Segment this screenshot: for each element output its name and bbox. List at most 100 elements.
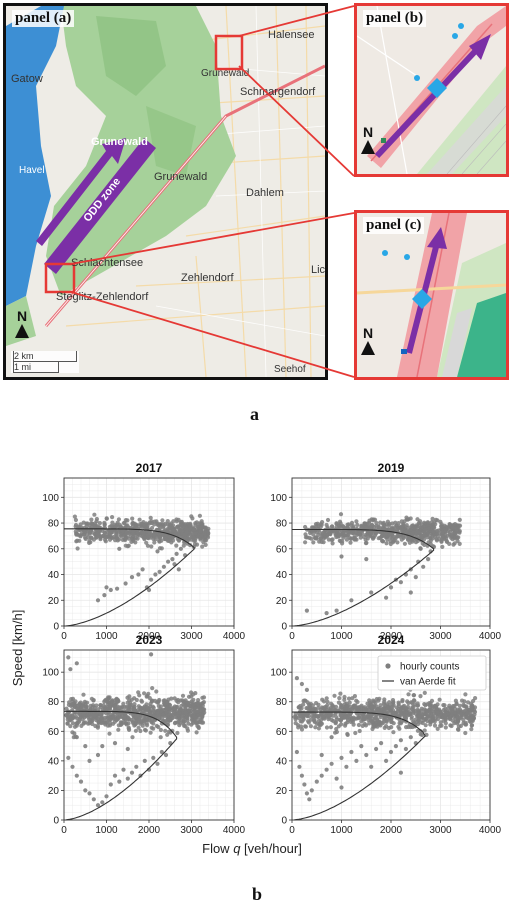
chart-2024-point — [462, 699, 467, 704]
chart-2017-point — [179, 522, 184, 527]
chart-2024-point — [364, 707, 369, 712]
chart-2024-point — [378, 703, 383, 708]
chart-2023-point — [150, 704, 155, 709]
chart-2017-point — [130, 520, 135, 525]
inset-b-north-icon — [361, 140, 375, 154]
chart-2023-point — [101, 707, 106, 712]
chart-2019-ytick-label: 100 — [270, 493, 287, 504]
chart-2019-point — [313, 535, 318, 540]
chart-2024-ytick-label: 80 — [276, 697, 288, 708]
chart-2019-point — [392, 538, 397, 543]
chart-2019-point — [455, 535, 460, 540]
chart-2023-point — [136, 725, 141, 730]
chart-2024-xtick-label: 3000 — [429, 825, 452, 836]
chart-2017-point — [203, 542, 208, 547]
chart-2023-point — [145, 707, 150, 712]
chart-2019-point — [359, 525, 364, 530]
chart-2017-point — [165, 538, 170, 543]
chart-2019-point — [434, 538, 439, 543]
chart-2024-point — [472, 705, 478, 710]
chart-2017-point — [178, 546, 183, 551]
chart-2023-point — [144, 723, 150, 728]
chart-2023-point — [73, 714, 78, 719]
chart-2017-point — [178, 528, 183, 533]
chart-2023-point — [154, 689, 159, 694]
chart-2023-point — [78, 779, 84, 784]
chart-2023-point — [129, 770, 135, 775]
chart-2024-point — [329, 701, 334, 706]
chart-2023-point — [86, 715, 91, 720]
chart-2019-point — [369, 529, 374, 534]
chart-2019-point — [388, 541, 393, 547]
chart-2024-point — [408, 735, 413, 740]
chart-2023-point — [117, 779, 122, 784]
chart-2024-point — [429, 698, 435, 703]
chart-2023-point — [159, 749, 164, 755]
chart-2023-point — [184, 715, 189, 720]
chart-2024-point — [411, 693, 417, 698]
chart-2019-point — [384, 535, 389, 540]
chart-2023-point — [66, 655, 71, 660]
chart-2019-point — [334, 521, 339, 527]
chart-2024-point — [435, 710, 440, 715]
chart-2024-point — [300, 710, 305, 715]
chart-2017-point — [101, 533, 106, 538]
chart-2024-point — [324, 696, 329, 701]
chart-2023-point — [159, 708, 164, 714]
inset-b-map — [357, 6, 506, 174]
chart-2019-point — [310, 525, 315, 530]
chart-2024-point — [439, 723, 444, 728]
chart-2019-point — [380, 539, 386, 544]
chart-2017-point — [136, 572, 141, 577]
chart-2024-point — [409, 716, 414, 721]
chart-2019-point — [447, 522, 453, 527]
chart-2024-point — [306, 719, 311, 724]
chart-2023-point — [100, 744, 105, 749]
chart-2024-point — [339, 785, 344, 790]
chart-2019-point — [447, 541, 452, 546]
map-panel-c: panel (c) N — [354, 210, 509, 380]
chart-2019-point — [330, 537, 335, 542]
chart-2023-point — [175, 704, 180, 709]
chart-2019-point — [354, 519, 359, 524]
chart-2023-point — [70, 696, 76, 701]
chart-2017-point — [203, 526, 208, 531]
chart-2024-point — [314, 721, 320, 726]
chart-2019-point — [345, 530, 350, 535]
chart-2019-point — [316, 532, 321, 538]
chart-2019-point — [337, 533, 342, 539]
chart-2024-point — [303, 724, 308, 729]
map-panel-a: panel (a) Halensee Gatow Grunewald Schma… — [3, 3, 328, 380]
chart-2023-point — [65, 717, 70, 722]
chart-2024-point — [443, 712, 448, 718]
chart-2024-ytick-label: 100 — [270, 668, 287, 679]
chart-2024-point — [312, 717, 317, 722]
chart-2024-point — [345, 720, 350, 725]
chart-2023-point — [122, 715, 127, 720]
chart-2024-point — [348, 719, 353, 724]
chart-2024-point — [388, 715, 393, 720]
chart-2023-point — [173, 720, 178, 725]
chart-2023-point — [104, 794, 109, 799]
chart-2023-xtick-label: 0 — [61, 825, 67, 836]
chart-2024-point — [390, 711, 395, 716]
chart-2017-point — [171, 528, 176, 533]
chart-2023-point — [185, 728, 190, 733]
chart-2019-point — [384, 541, 389, 546]
chart-2019-point — [362, 521, 367, 526]
chart-2023-point — [173, 715, 178, 720]
chart-2017-point — [157, 546, 163, 551]
chart-2019-point — [372, 533, 378, 538]
chart-2023-point — [194, 730, 199, 735]
chart-2024-ytick-label: 60 — [276, 727, 288, 738]
chart-2019-point — [325, 517, 331, 523]
chart-2019-point — [341, 524, 346, 529]
chart-2024-point — [321, 706, 326, 711]
havel-river — [6, 6, 64, 306]
chart-2023-point — [91, 797, 96, 802]
inset-c-north-label: N — [362, 325, 374, 341]
chart-2023-point — [133, 715, 138, 720]
chart-2024-point — [423, 723, 428, 728]
chart-2023-point — [106, 696, 111, 702]
chart-2017-point — [141, 531, 146, 536]
